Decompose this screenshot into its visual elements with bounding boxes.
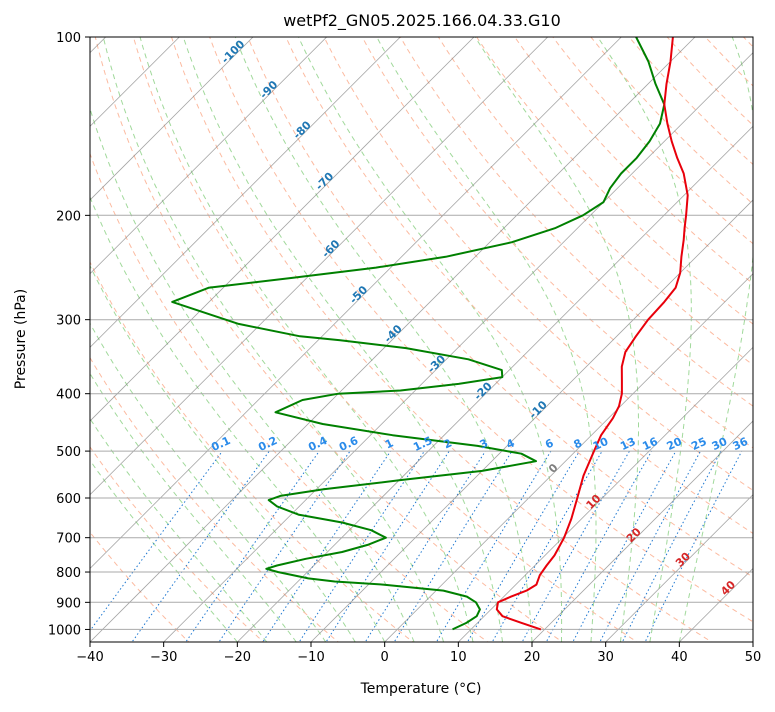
x-tick-label: 10 xyxy=(450,650,467,665)
x-tick-label: −30 xyxy=(150,650,177,665)
y-tick-label: 100 xyxy=(56,31,81,46)
x-tick-label: 50 xyxy=(745,650,762,665)
x-tick-label: −40 xyxy=(76,650,103,665)
x-axis-label: Temperature (°C) xyxy=(360,681,482,697)
y-tick-label: 600 xyxy=(56,492,81,507)
x-tick-label: 0 xyxy=(381,650,389,665)
chart-title: wetPf2_GN05.2025.166.04.33.G10 xyxy=(283,11,561,31)
x-tick-label: 40 xyxy=(671,650,688,665)
y-tick-label: 700 xyxy=(56,532,81,547)
x-tick-label: 30 xyxy=(597,650,614,665)
y-tick-label: 1000 xyxy=(48,623,81,638)
y-axis-label: Pressure (hPa) xyxy=(13,289,29,389)
y-tick-label: 500 xyxy=(56,445,81,460)
x-tick-label: 20 xyxy=(524,650,541,665)
y-tick-label: 300 xyxy=(56,314,81,329)
y-tick-label: 200 xyxy=(56,209,81,224)
y-tick-label: 400 xyxy=(56,388,81,403)
x-tick-label: −20 xyxy=(224,650,251,665)
y-tick-label: 900 xyxy=(56,596,81,611)
x-tick-label: −10 xyxy=(297,650,324,665)
y-tick-label: 800 xyxy=(56,566,81,581)
